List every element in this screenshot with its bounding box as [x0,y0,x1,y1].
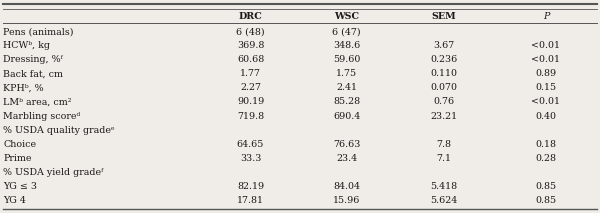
Text: 0.18: 0.18 [536,140,557,149]
Text: Prime: Prime [3,154,32,163]
Text: 6 (47): 6 (47) [332,27,361,36]
Text: SEM: SEM [431,12,457,21]
Text: % USDA yield gradeᶠ: % USDA yield gradeᶠ [3,168,103,177]
Text: 82.19: 82.19 [237,182,264,191]
Text: 7.1: 7.1 [437,154,452,163]
Text: Choice: Choice [3,140,36,149]
Text: 1.75: 1.75 [336,69,357,78]
Text: 369.8: 369.8 [237,41,264,50]
Text: Marbling scoreᵈ: Marbling scoreᵈ [3,112,80,121]
Text: 5.624: 5.624 [430,196,458,205]
Text: 5.418: 5.418 [430,182,458,191]
Text: 64.65: 64.65 [237,140,264,149]
Text: DRC: DRC [239,12,262,21]
Text: 690.4: 690.4 [333,112,360,121]
Text: 90.19: 90.19 [237,98,264,106]
Text: 0.40: 0.40 [536,112,557,121]
Text: 0.070: 0.070 [431,83,458,92]
Text: 15.96: 15.96 [333,196,360,205]
Text: <0.01: <0.01 [532,98,560,106]
Text: 1.77: 1.77 [240,69,261,78]
Text: 84.04: 84.04 [333,182,360,191]
Text: 85.28: 85.28 [333,98,360,106]
Text: 0.85: 0.85 [535,196,557,205]
Text: HCWᵇ, kg: HCWᵇ, kg [3,41,50,50]
Text: Pens (animals): Pens (animals) [3,27,74,36]
Text: 33.3: 33.3 [240,154,261,163]
Text: Back fat, cm: Back fat, cm [3,69,63,78]
Text: 0.85: 0.85 [535,182,557,191]
Text: LMᵇ area, cm²: LMᵇ area, cm² [3,98,71,106]
Text: 17.81: 17.81 [237,196,264,205]
Text: % USDA quality gradeᵉ: % USDA quality gradeᵉ [3,126,115,135]
Text: 2.27: 2.27 [240,83,261,92]
Text: 0.110: 0.110 [431,69,458,78]
Text: 0.89: 0.89 [535,69,557,78]
Text: KPHᵇ, %: KPHᵇ, % [3,83,44,92]
Text: WSC: WSC [334,12,359,21]
Text: 7.8: 7.8 [437,140,452,149]
Text: Dressing, %ᶠ: Dressing, %ᶠ [3,55,63,64]
Text: YG ≤ 3: YG ≤ 3 [3,182,37,191]
Text: 0.76: 0.76 [433,98,455,106]
Text: 0.15: 0.15 [535,83,557,92]
Text: 6 (48): 6 (48) [236,27,265,36]
Text: 23.4: 23.4 [336,154,357,163]
Text: P: P [543,12,549,21]
Text: 0.236: 0.236 [430,55,458,64]
Text: 59.60: 59.60 [333,55,360,64]
Text: 76.63: 76.63 [333,140,360,149]
Text: <0.01: <0.01 [532,55,560,64]
Text: 60.68: 60.68 [237,55,264,64]
Text: 3.67: 3.67 [433,41,455,50]
Text: 348.6: 348.6 [333,41,360,50]
Text: 2.41: 2.41 [336,83,357,92]
Text: 0.28: 0.28 [536,154,557,163]
Text: <0.01: <0.01 [532,41,560,50]
Text: 23.21: 23.21 [430,112,458,121]
Text: YG 4: YG 4 [3,196,26,205]
Text: 719.8: 719.8 [237,112,264,121]
